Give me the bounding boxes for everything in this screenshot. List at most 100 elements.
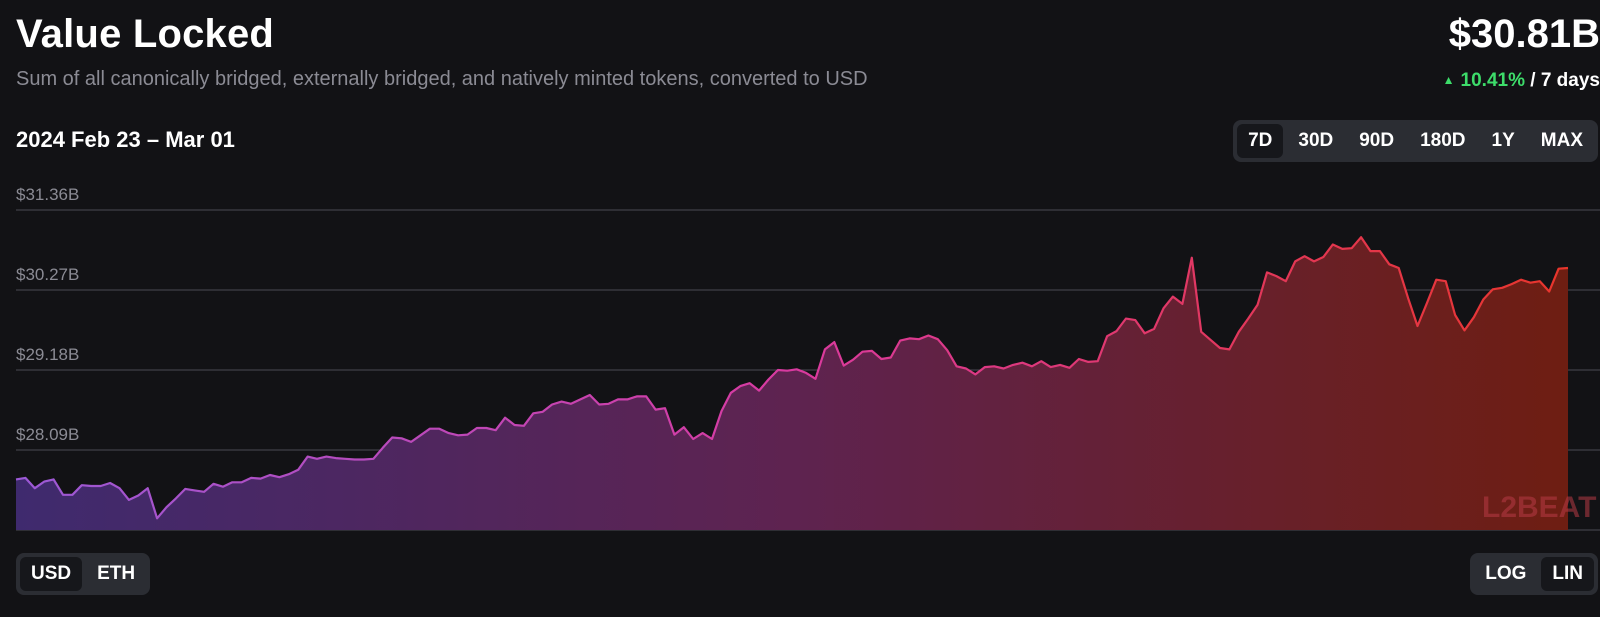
data-point (1227, 347, 1231, 351)
data-point (70, 493, 74, 497)
data-point (1284, 279, 1288, 283)
data-point (1434, 278, 1438, 282)
data-point (1152, 327, 1156, 331)
data-point (804, 371, 808, 375)
data-point (212, 482, 216, 486)
data-point (955, 364, 959, 368)
data-point (738, 384, 742, 388)
data-point (898, 339, 902, 343)
data-point (560, 400, 564, 404)
period-90d-button[interactable]: 90D (1359, 130, 1395, 151)
data-point (193, 488, 197, 492)
currency-selector: USD ETH (16, 553, 151, 595)
period-selector: 7D 30D 90D 180D 1Y MAX (1233, 120, 1598, 162)
date-range-label: 2024 Feb 23 – Mar 01 (16, 127, 235, 152)
value-locked-chart: $27.00B$28.09B$29.18B$30.27B$31.36B L2BE… (14, 185, 1600, 531)
data-point (1472, 315, 1476, 319)
data-point (663, 406, 667, 410)
data-point (1463, 328, 1467, 332)
data-point (992, 364, 996, 368)
data-point (889, 356, 893, 360)
data-point (757, 389, 761, 393)
data-point (531, 411, 535, 415)
data-point (766, 378, 770, 382)
total-value: $30.81B (1448, 12, 1600, 56)
scale-selector: LOG LIN (1470, 553, 1598, 595)
data-point (296, 468, 300, 472)
data-point (409, 440, 413, 444)
data-point (1359, 235, 1363, 239)
data-point (230, 480, 234, 484)
period-max-button[interactable]: MAX (1540, 130, 1583, 151)
data-point (1547, 289, 1551, 293)
data-point (136, 494, 140, 498)
data-point (1171, 295, 1175, 299)
data-point (1406, 296, 1410, 300)
data-point (719, 409, 723, 413)
data-point (1453, 313, 1457, 317)
data-point (748, 381, 752, 385)
data-point (569, 402, 573, 406)
data-point (1237, 330, 1241, 334)
data-point (484, 426, 488, 430)
data-point (1293, 259, 1297, 263)
data-point (1387, 262, 1391, 266)
data-point (616, 397, 620, 401)
data-point (14, 477, 18, 481)
data-point (983, 365, 987, 369)
data-point (1416, 324, 1420, 328)
data-point (117, 486, 121, 490)
data-point (174, 496, 178, 500)
period-1y-button[interactable]: 1Y (1491, 130, 1515, 151)
data-point (1162, 306, 1166, 310)
period-180d-button[interactable]: 180D (1420, 130, 1466, 151)
data-point (1105, 334, 1109, 338)
data-point (465, 433, 469, 437)
data-point (1020, 361, 1024, 365)
data-point (315, 457, 319, 461)
data-point (908, 336, 912, 340)
value-area (16, 237, 1568, 530)
data-point (306, 455, 310, 459)
data-point (1030, 364, 1034, 368)
data-point (936, 337, 940, 341)
currency-eth-button[interactable]: ETH (97, 563, 136, 584)
y-tick-label: $31.36B (16, 185, 79, 204)
data-point (1209, 338, 1213, 342)
data-point (879, 357, 883, 361)
data-point (371, 457, 375, 461)
data-point (23, 476, 27, 480)
scale-log-button[interactable]: LOG (1485, 563, 1527, 584)
data-point (851, 358, 855, 362)
period-30d-button[interactable]: 30D (1298, 130, 1334, 151)
data-point (1039, 359, 1043, 363)
data-point (1566, 266, 1570, 270)
data-point (1378, 249, 1382, 253)
data-point (644, 394, 648, 398)
data-point (1143, 331, 1147, 335)
data-point (221, 485, 225, 489)
data-point (1133, 318, 1137, 322)
data-point (1500, 286, 1504, 290)
data-point (334, 456, 338, 460)
data-point (578, 397, 582, 401)
l2beat-watermark: L2BEAT (1482, 491, 1596, 524)
scale-lin-button[interactable]: LIN (1541, 557, 1594, 591)
data-point (1096, 359, 1100, 363)
data-point (447, 431, 451, 435)
data-point (353, 458, 357, 462)
data-point (1444, 279, 1448, 283)
data-point (42, 480, 46, 484)
data-point (710, 437, 714, 441)
y-tick-label: $28.09B (16, 425, 79, 444)
data-point (1002, 367, 1006, 371)
data-point (475, 426, 479, 430)
data-point (428, 427, 432, 431)
data-point (1077, 357, 1081, 361)
data-point (400, 436, 404, 440)
period-7d-button[interactable]: 7D (1237, 124, 1284, 158)
data-point (522, 424, 526, 428)
data-point (494, 428, 498, 432)
change-period: / 7 days (1530, 70, 1600, 91)
currency-usd-button[interactable]: USD (20, 557, 83, 591)
